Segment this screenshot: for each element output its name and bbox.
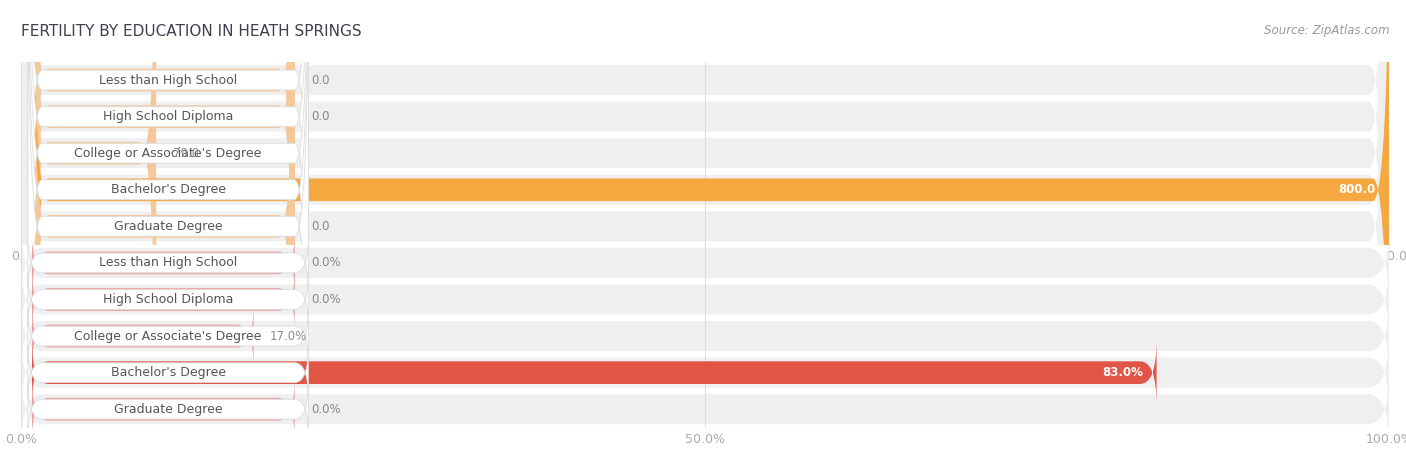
Text: 0.0: 0.0: [311, 110, 329, 123]
Text: 0.0%: 0.0%: [311, 256, 340, 269]
FancyBboxPatch shape: [32, 377, 295, 442]
Text: Source: ZipAtlas.com: Source: ZipAtlas.com: [1264, 24, 1389, 37]
FancyBboxPatch shape: [32, 0, 295, 420]
Text: 17.0%: 17.0%: [270, 330, 308, 342]
FancyBboxPatch shape: [28, 0, 308, 363]
FancyBboxPatch shape: [21, 0, 1389, 475]
Text: Less than High School: Less than High School: [98, 256, 238, 269]
Text: 0.0%: 0.0%: [311, 293, 340, 306]
FancyBboxPatch shape: [21, 333, 1389, 412]
Text: Graduate Degree: Graduate Degree: [114, 403, 222, 416]
FancyBboxPatch shape: [21, 0, 1389, 475]
Text: 0.0: 0.0: [311, 220, 329, 233]
Text: 83.0%: 83.0%: [1102, 366, 1143, 379]
Text: Bachelor's Degree: Bachelor's Degree: [111, 366, 225, 379]
FancyBboxPatch shape: [32, 0, 295, 456]
Text: 800.0: 800.0: [1339, 183, 1375, 196]
Text: Less than High School: Less than High School: [98, 74, 238, 86]
FancyBboxPatch shape: [32, 0, 156, 475]
FancyBboxPatch shape: [21, 0, 1389, 475]
FancyBboxPatch shape: [21, 296, 1389, 376]
Text: College or Associate's Degree: College or Associate's Degree: [75, 147, 262, 160]
FancyBboxPatch shape: [32, 340, 1157, 405]
FancyBboxPatch shape: [21, 260, 1389, 339]
FancyBboxPatch shape: [21, 223, 1389, 303]
Text: FERTILITY BY EDUCATION IN HEATH SPRINGS: FERTILITY BY EDUCATION IN HEATH SPRINGS: [21, 24, 361, 39]
Text: High School Diploma: High School Diploma: [103, 110, 233, 123]
FancyBboxPatch shape: [32, 267, 295, 332]
Text: Bachelor's Degree: Bachelor's Degree: [111, 183, 225, 196]
FancyBboxPatch shape: [32, 0, 295, 475]
Text: College or Associate's Degree: College or Associate's Degree: [75, 330, 262, 342]
Text: 0.0: 0.0: [311, 74, 329, 86]
Text: Graduate Degree: Graduate Degree: [114, 220, 222, 233]
FancyBboxPatch shape: [28, 0, 308, 399]
Text: 0.0%: 0.0%: [311, 403, 340, 416]
FancyBboxPatch shape: [28, 0, 308, 473]
FancyBboxPatch shape: [28, 0, 308, 475]
FancyBboxPatch shape: [28, 382, 308, 436]
FancyBboxPatch shape: [28, 0, 308, 436]
FancyBboxPatch shape: [21, 0, 1389, 475]
FancyBboxPatch shape: [32, 304, 253, 369]
FancyBboxPatch shape: [32, 0, 1389, 475]
FancyBboxPatch shape: [28, 236, 308, 290]
FancyBboxPatch shape: [21, 370, 1389, 449]
FancyBboxPatch shape: [21, 0, 1389, 475]
FancyBboxPatch shape: [28, 273, 308, 326]
FancyBboxPatch shape: [28, 346, 308, 399]
Text: 79.0: 79.0: [173, 147, 198, 160]
Text: High School Diploma: High School Diploma: [103, 293, 233, 306]
FancyBboxPatch shape: [28, 309, 308, 363]
FancyBboxPatch shape: [32, 230, 295, 295]
